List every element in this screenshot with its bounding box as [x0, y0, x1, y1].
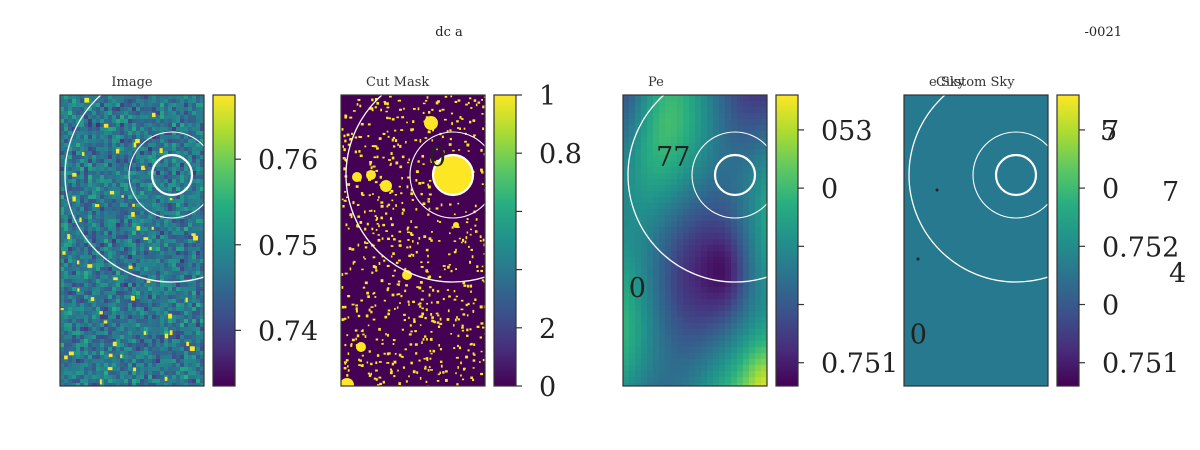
- colorbar-tick-label: 1: [539, 81, 556, 112]
- aperture-circle-2: [128, 131, 204, 219]
- panel-annotation: 77: [656, 142, 690, 173]
- panel-image: [904, 95, 1048, 386]
- aperture-circle-2: [972, 131, 1048, 219]
- colorbar: [212, 94, 236, 387]
- aperture-circle-3: [150, 153, 194, 197]
- colorbar: [1056, 94, 1080, 387]
- colorbar-tick-label: 0: [1102, 291, 1119, 322]
- panel-title-overlay: Custom Sky: [936, 75, 1015, 90]
- colorbar: [775, 94, 799, 387]
- side-annotation: 4: [1169, 259, 1186, 290]
- panel-image: [341, 95, 485, 386]
- panel-title: Pe: [648, 75, 664, 90]
- colorbar-tick-label: 0: [539, 372, 556, 403]
- panel-title: Cut Mask: [366, 75, 429, 90]
- panel-image: [623, 95, 767, 386]
- colorbar-tick-label: 0: [1102, 174, 1119, 205]
- aperture-circle-3: [994, 153, 1038, 197]
- figure-title-center: dc a: [435, 25, 463, 40]
- aperture-circle-3: [431, 153, 475, 197]
- panel-image: [60, 95, 204, 386]
- colorbar-tick-label: 2: [539, 314, 556, 345]
- panel-title: Image: [111, 75, 153, 90]
- panel-frame: [903, 94, 1049, 387]
- panel-3: Pe 0.751 0 053 77 0: [622, 75, 898, 387]
- colorbar-tick-label: 053: [821, 116, 873, 147]
- colorbar-tick-label: 0.75: [258, 231, 318, 262]
- aperture-circle-3: [713, 153, 757, 197]
- colorbar-tick-label: 0.752: [1102, 232, 1179, 263]
- panel-annotation: 0: [910, 320, 927, 351]
- colorbar-tick-label: 0.751: [821, 349, 898, 380]
- colorbar-tick-label: 7: [1102, 116, 1119, 147]
- panel-2: Cut Mask 0 2 0.8 1 0: [340, 75, 582, 403]
- aperture-circle-1: [345, 95, 485, 283]
- side-annotation: 7: [1162, 177, 1179, 208]
- panel-frame: [622, 94, 768, 387]
- aperture-circle-1: [64, 95, 204, 283]
- panel-frame: [59, 94, 205, 387]
- colorbar-tick-label: 0.751: [1102, 349, 1179, 380]
- colorbar-tick-label: 0.76: [258, 145, 318, 176]
- aperture-circle-2: [409, 131, 485, 219]
- panel-title: e Sky: [929, 75, 966, 90]
- colorbar-tick-label: 0.8: [539, 139, 582, 170]
- aperture-circle-1: [627, 95, 767, 283]
- panel-annotation: 0: [429, 142, 446, 173]
- panels: Image 0.74 0.75 0.76 Cut Mask 0 2 0.8 1 0 Pe 0.751 0…: [59, 75, 1186, 403]
- figure-title-right: -0021: [1085, 25, 1122, 40]
- panel-annotation: 0: [629, 273, 646, 304]
- colorbar: [493, 94, 517, 387]
- aperture-circle-1: [908, 95, 1048, 283]
- colorbar-tick-label: 0: [821, 174, 838, 205]
- panel-1: Image 0.74 0.75 0.76: [59, 75, 318, 387]
- aperture-circle-2: [691, 131, 767, 219]
- colorbar-tick-label: 0.74: [258, 316, 318, 347]
- colorbar-extra-label: 5: [1100, 116, 1117, 147]
- panel-frame: [340, 94, 486, 387]
